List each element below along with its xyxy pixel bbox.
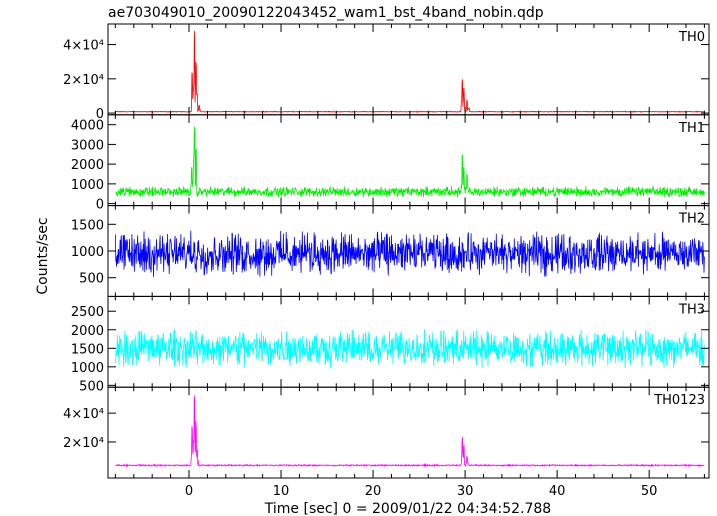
panel-label: TH1 [678, 121, 705, 136]
x-axis-label: Time [sec] 0 = 2009/01/22 04:34:52.788 [264, 501, 551, 516]
panel-label: TH2 [678, 212, 705, 227]
x-tick-label: 0 [185, 484, 193, 499]
y-tick-label: 1000 [71, 178, 104, 193]
y-tick-label: 1000 [71, 361, 104, 376]
panel-th1: 0 1000 2000 3000 4000 TH1 [71, 114, 710, 213]
y-tick-label: 3000 [71, 138, 104, 153]
y-tick-label: 4×10⁴ [63, 407, 104, 422]
series-line-th0 [115, 30, 705, 113]
panel-label: TH0123 [653, 393, 705, 408]
y-axis-label: Counts/sec [35, 217, 51, 294]
y-tick-label: 2500 [71, 305, 104, 320]
y-tick-label: 1500 [71, 342, 104, 357]
panel-th0: 0 2×10⁴ 4×10⁴ TH0 [63, 23, 710, 122]
y-tick-label: 2000 [71, 324, 104, 339]
x-tick-label: 20 [365, 484, 382, 499]
y-tick-label: 4×10⁴ [63, 39, 104, 54]
panel-th0123: 2×10⁴ 4×10⁴ TH0123 [63, 386, 710, 479]
y-tick-label: 0 [96, 107, 104, 122]
x-tick-label: 10 [273, 484, 290, 499]
chart-title: ae703049010_20090122043452_wam1_bst_4ban… [108, 5, 544, 21]
series-line-th3 [115, 328, 705, 369]
panel-th2: 500 1000 1500 TH2 [71, 205, 710, 297]
panel-th3: 500 1000 1500 2000 2500 TH3 [71, 295, 710, 394]
series-line-th1 [115, 126, 705, 198]
x-tick-label: 50 [641, 484, 658, 499]
y-tick-label: 2×10⁴ [63, 436, 104, 451]
y-tick-label: 1500 [71, 218, 104, 233]
y-tick-label: 2×10⁴ [63, 73, 104, 88]
panel-label: TH3 [678, 302, 705, 317]
x-tick-label: 40 [549, 484, 566, 499]
panel-frame [107, 23, 710, 116]
series-line-th2 [115, 230, 705, 277]
y-tick-label: 500 [79, 379, 104, 394]
y-tick-label: 4000 [71, 119, 104, 134]
x-tick-label: 30 [457, 484, 474, 499]
y-tick-label: 500 [79, 272, 104, 287]
panel-frame [107, 386, 710, 479]
panel-label: TH0 [678, 30, 705, 45]
y-tick-label: 0 [96, 198, 104, 213]
y-tick-label: 2000 [71, 158, 104, 173]
y-tick-label: 1000 [71, 245, 104, 260]
series-line-th0123 [115, 395, 705, 468]
